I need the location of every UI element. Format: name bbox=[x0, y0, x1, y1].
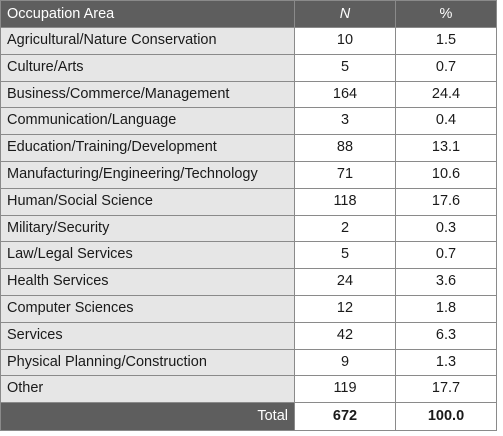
row-percent-value: 0.7 bbox=[395, 241, 497, 270]
column-header-n: N bbox=[294, 0, 396, 28]
row-percent-value: 0.4 bbox=[395, 107, 497, 136]
table-body: Agricultural/Nature Conservation 10 1.5 … bbox=[0, 27, 497, 404]
table-row: Services 42 6.3 bbox=[0, 321, 497, 350]
row-n-value: 118 bbox=[294, 187, 396, 216]
row-n-value: 164 bbox=[294, 80, 396, 109]
row-area-label: Culture/Arts bbox=[0, 53, 295, 82]
row-n-value: 24 bbox=[294, 268, 396, 296]
row-n-value: 2 bbox=[294, 214, 396, 243]
table-row: Communication/Language 3 0.4 bbox=[0, 107, 497, 136]
table-row: Manufacturing/Engineering/Technology 71 … bbox=[0, 160, 497, 189]
row-percent-value: 24.4 bbox=[395, 80, 497, 109]
row-area-label: Physical Planning/Construction bbox=[0, 348, 295, 377]
table-row: Agricultural/Nature Conservation 10 1.5 bbox=[0, 27, 497, 55]
row-n-value: 9 bbox=[294, 348, 396, 377]
row-percent-value: 3.6 bbox=[395, 268, 497, 296]
table-row: Health Services 24 3.6 bbox=[0, 268, 497, 296]
table-row: Military/Security 2 0.3 bbox=[0, 214, 497, 243]
row-n-value: 10 bbox=[294, 27, 396, 55]
row-area-label: Computer Sciences bbox=[0, 294, 295, 323]
row-percent-value: 0.7 bbox=[395, 53, 497, 82]
occupation-table-container: Occupation Area N % Agricultural/Nature … bbox=[0, 0, 497, 432]
table-row: Law/Legal Services 5 0.7 bbox=[0, 241, 497, 270]
row-percent-value: 1.8 bbox=[395, 294, 497, 323]
row-area-label: Military/Security bbox=[0, 214, 295, 243]
row-area-label: Human/Social Science bbox=[0, 187, 295, 216]
row-n-value: 88 bbox=[294, 134, 396, 162]
header-row: Occupation Area N % bbox=[0, 0, 497, 28]
row-area-label: Other bbox=[0, 375, 295, 404]
row-area-label: Services bbox=[0, 321, 295, 350]
row-percent-value: 6.3 bbox=[395, 321, 497, 350]
row-n-value: 5 bbox=[294, 241, 396, 270]
row-n-value: 5 bbox=[294, 53, 396, 82]
row-area-label: Communication/Language bbox=[0, 107, 295, 136]
row-n-value: 3 bbox=[294, 107, 396, 136]
row-n-value: 12 bbox=[294, 294, 396, 323]
table-row: Computer Sciences 12 1.8 bbox=[0, 294, 497, 323]
row-percent-value: 0.3 bbox=[395, 214, 497, 243]
row-n-value: 71 bbox=[294, 160, 396, 189]
table-row: Human/Social Science 118 17.6 bbox=[0, 187, 497, 216]
row-area-label: Education/Training/Development bbox=[0, 134, 295, 162]
row-percent-value: 13.1 bbox=[395, 134, 497, 162]
row-area-label: Agricultural/Nature Conservation bbox=[0, 27, 295, 55]
row-percent-value: 10.6 bbox=[395, 160, 497, 189]
total-n-value: 672 bbox=[294, 402, 396, 432]
column-header-occupation-area: Occupation Area bbox=[0, 0, 295, 28]
row-area-label: Health Services bbox=[0, 268, 295, 296]
occupation-area-table: Occupation Area N % Agricultural/Nature … bbox=[0, 0, 497, 432]
table-row: Culture/Arts 5 0.7 bbox=[0, 53, 497, 82]
total-label: Total bbox=[0, 402, 295, 432]
row-percent-value: 1.5 bbox=[395, 27, 497, 55]
table-footer: Total 672 100.0 bbox=[0, 402, 497, 432]
row-n-value: 119 bbox=[294, 375, 396, 404]
total-row: Total 672 100.0 bbox=[0, 402, 497, 432]
total-percent-value: 100.0 bbox=[395, 402, 497, 432]
row-percent-value: 17.6 bbox=[395, 187, 497, 216]
table-header: Occupation Area N % bbox=[0, 0, 497, 28]
table-row: Physical Planning/Construction 9 1.3 bbox=[0, 348, 497, 377]
table-row: Business/Commerce/Management 164 24.4 bbox=[0, 80, 497, 109]
table-row: Other 119 17.7 bbox=[0, 375, 497, 404]
row-area-label: Manufacturing/Engineering/Technology bbox=[0, 160, 295, 189]
row-area-label: Law/Legal Services bbox=[0, 241, 295, 270]
row-percent-value: 17.7 bbox=[395, 375, 497, 404]
row-n-value: 42 bbox=[294, 321, 396, 350]
row-percent-value: 1.3 bbox=[395, 348, 497, 377]
row-area-label: Business/Commerce/Management bbox=[0, 80, 295, 109]
table-row: Education/Training/Development 88 13.1 bbox=[0, 134, 497, 162]
column-header-percent: % bbox=[395, 0, 497, 28]
